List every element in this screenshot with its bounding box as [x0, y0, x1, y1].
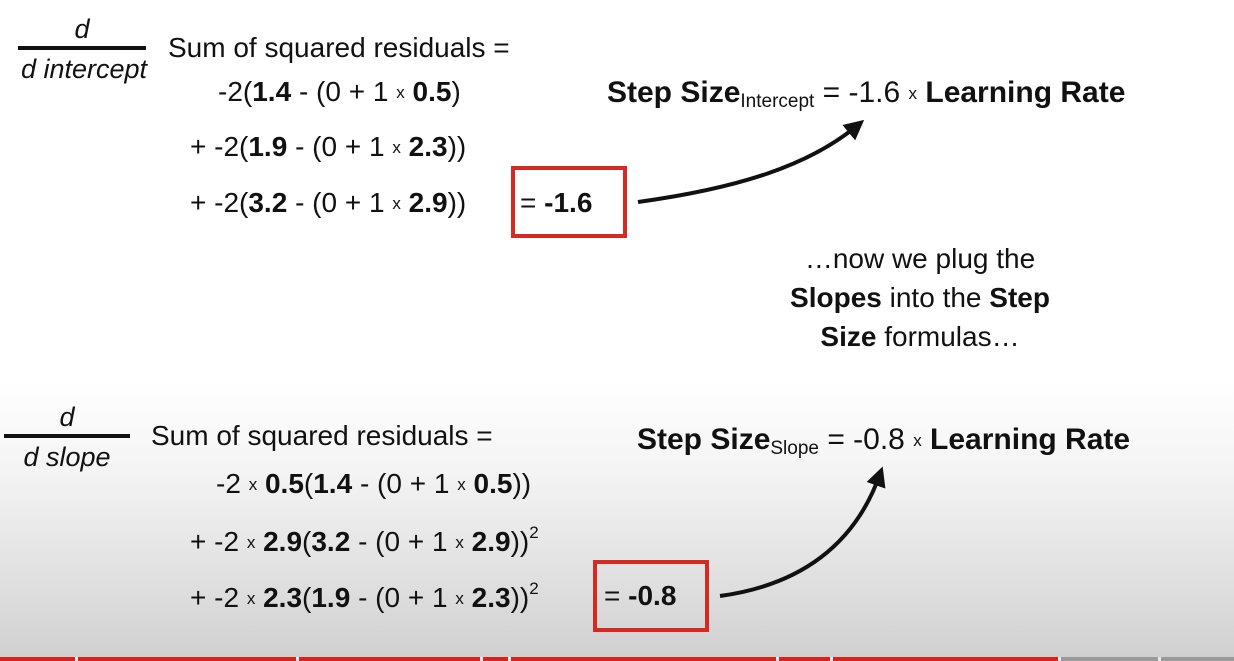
arrow-to-intercept-step — [637, 119, 865, 204]
chapter-marker — [776, 657, 779, 661]
top-sum-label: Sum of squared residuals = — [168, 32, 510, 63]
bottom-equation-line-3: + -2 x 2.3(1.9 - (0 + 1 x 2.3))2 — [190, 579, 539, 613]
intercept-derivative-numerator: d — [74, 14, 90, 44]
fraction-bar — [4, 434, 130, 438]
intercept-derivative-denominator: d intercept — [20, 54, 148, 84]
slope-derivative-numerator: d — [59, 402, 75, 432]
explanation-note: …now we plug the Slopes into the Step Si… — [720, 239, 1120, 356]
chapter-marker — [830, 657, 833, 661]
slope-derivative-denominator: d slope — [23, 442, 111, 472]
intercept-result: = -1.6 — [520, 187, 593, 218]
slope-result: = -0.8 — [604, 580, 677, 611]
note-line-2: Slopes into the Step — [790, 282, 1050, 313]
bottom-equation-line-1: -2 x 0.5(1.4 - (0 + 1 x 0.5)) — [216, 468, 532, 499]
slope-result-box — [593, 560, 709, 632]
top-equation-line-1: -2(1.4 - (0 + 1 x 0.5) — [218, 76, 461, 107]
video-progress-played — [0, 657, 1062, 661]
top-equation-line-3: + -2(3.2 - (0 + 1 x 2.9)) — [190, 187, 467, 218]
step-size-slope-formula: Step SizeSlope = -0.8 x Learning Rate — [637, 423, 1131, 459]
bottom-equation-line-2: + -2 x 2.9(3.2 - (0 + 1 x 2.9))2 — [190, 523, 539, 557]
chapter-marker — [508, 657, 511, 661]
arrow-to-slope-step — [719, 466, 886, 598]
fraction-bar — [18, 46, 146, 50]
top-equation-line-2: + -2(1.9 - (0 + 1 x 2.3)) — [190, 131, 467, 162]
intercept-result-box — [511, 166, 627, 238]
step-size-intercept-formula: Step SizeIntercept = -1.6 x Learning Rat… — [607, 76, 1126, 112]
chapter-marker — [1058, 657, 1061, 661]
chapter-marker — [480, 657, 483, 661]
chapter-marker — [296, 657, 299, 661]
note-line-3: Size formulas… — [820, 321, 1020, 352]
bottom-sum-label: Sum of squared residuals = — [151, 420, 493, 451]
note-line-1: …now we plug the — [804, 243, 1036, 274]
chapter-marker — [75, 657, 78, 661]
chapter-marker — [1158, 657, 1161, 661]
video-progress-bar[interactable] — [0, 657, 1234, 661]
